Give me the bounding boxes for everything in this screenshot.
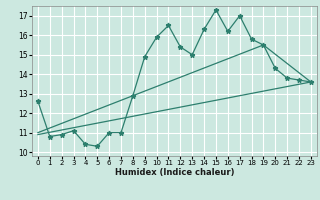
X-axis label: Humidex (Indice chaleur): Humidex (Indice chaleur): [115, 168, 234, 177]
